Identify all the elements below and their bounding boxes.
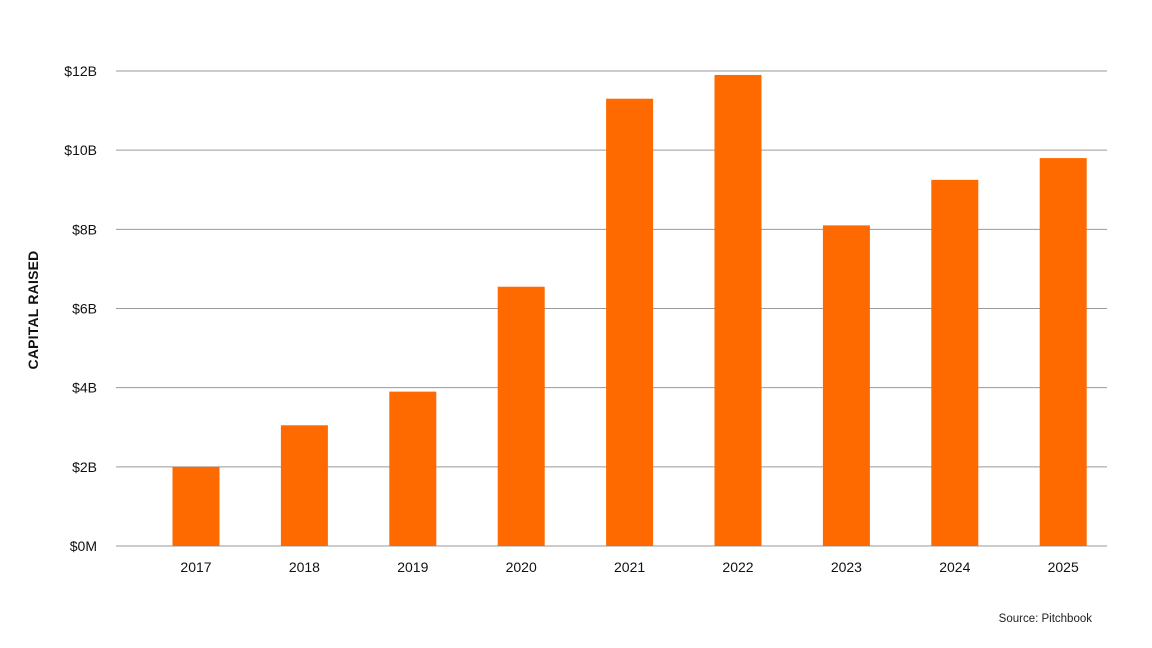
x-tick-label-2021: 2021 <box>614 559 645 575</box>
source-note: Source: Pitchbook <box>999 613 1093 625</box>
bar-2021 <box>606 98 654 546</box>
x-tick-label-2024: 2024 <box>939 559 970 575</box>
y-tick-label-2: $4B <box>72 380 97 396</box>
y-axis-label: CAPITAL RAISED <box>25 251 41 370</box>
bar-2022 <box>714 74 762 546</box>
bar-2023 <box>822 225 870 546</box>
bar-2025 <box>1039 158 1087 547</box>
bar-2018 <box>280 425 328 546</box>
bar-2019 <box>389 391 437 546</box>
bars <box>172 74 1087 547</box>
x-tick-label-2017: 2017 <box>180 559 211 575</box>
y-tick-label-6: $12B <box>64 63 97 79</box>
x-tick-label-2025: 2025 <box>1048 559 1079 575</box>
x-tick-label-2022: 2022 <box>722 559 753 575</box>
bar-2024 <box>931 179 979 546</box>
x-tick-label-2019: 2019 <box>397 559 428 575</box>
x-tick-label-2023: 2023 <box>831 559 862 575</box>
x-tick-label-2020: 2020 <box>506 559 537 575</box>
y-tick-label-0: $0M <box>70 538 97 554</box>
y-tick-label-4: $8B <box>72 221 97 237</box>
y-axis-ticks: $0M $2B $4B $6B $8B $10B $12B <box>64 63 97 554</box>
bar-2020 <box>497 286 545 546</box>
y-tick-label-1: $2B <box>72 459 97 475</box>
x-axis-ticks: 2017 2018 2019 2020 2021 2022 2023 2024 2025 <box>180 559 1079 575</box>
x-tick-label-2018: 2018 <box>289 559 320 575</box>
y-tick-label-5: $10B <box>64 142 97 158</box>
bar-2017 <box>172 466 220 546</box>
y-tick-label-3: $6B <box>72 301 97 317</box>
